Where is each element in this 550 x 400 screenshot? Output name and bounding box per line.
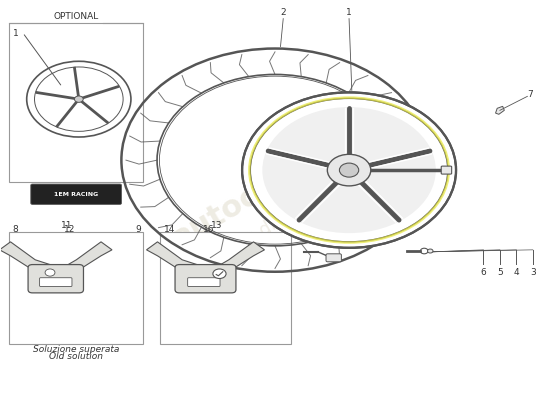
FancyBboxPatch shape xyxy=(9,23,144,182)
Text: 8: 8 xyxy=(13,225,18,234)
Text: 16: 16 xyxy=(203,225,214,234)
Text: 14: 14 xyxy=(164,225,175,234)
Text: 4: 4 xyxy=(514,268,519,277)
FancyBboxPatch shape xyxy=(175,264,236,293)
Text: 1: 1 xyxy=(13,28,19,38)
Circle shape xyxy=(242,92,456,248)
Text: 15: 15 xyxy=(283,225,294,234)
Text: 5: 5 xyxy=(497,268,503,277)
Text: 2: 2 xyxy=(280,8,286,17)
Text: 3: 3 xyxy=(530,268,536,277)
Text: 6: 6 xyxy=(481,268,486,277)
Circle shape xyxy=(339,163,359,177)
Text: Old solution: Old solution xyxy=(49,352,103,361)
Polygon shape xyxy=(146,242,207,270)
Text: Soluzione superata: Soluzione superata xyxy=(33,345,119,354)
FancyBboxPatch shape xyxy=(28,264,84,293)
Polygon shape xyxy=(63,242,112,270)
Circle shape xyxy=(27,61,131,137)
FancyBboxPatch shape xyxy=(441,166,452,174)
Circle shape xyxy=(327,154,371,186)
FancyBboxPatch shape xyxy=(9,232,144,344)
Circle shape xyxy=(213,269,226,278)
Polygon shape xyxy=(496,106,504,114)
Circle shape xyxy=(45,269,55,276)
Text: 12: 12 xyxy=(64,225,75,234)
FancyBboxPatch shape xyxy=(188,278,220,286)
Text: OPTIONAL: OPTIONAL xyxy=(53,12,99,21)
Circle shape xyxy=(262,107,436,233)
FancyBboxPatch shape xyxy=(326,254,342,262)
Text: 11: 11 xyxy=(61,221,73,230)
FancyBboxPatch shape xyxy=(160,232,292,344)
Text: 7: 7 xyxy=(527,90,533,99)
Polygon shape xyxy=(215,242,265,270)
Circle shape xyxy=(74,96,83,102)
Polygon shape xyxy=(0,242,60,270)
Text: 10: 10 xyxy=(337,238,348,248)
Circle shape xyxy=(427,249,433,253)
FancyBboxPatch shape xyxy=(31,184,122,204)
FancyBboxPatch shape xyxy=(40,278,72,286)
Text: 1EM RACING: 1EM RACING xyxy=(54,192,98,197)
Text: parts diagrams: parts diagrams xyxy=(211,182,339,266)
Text: 1: 1 xyxy=(346,8,352,17)
Text: autocat365: autocat365 xyxy=(167,131,350,253)
Text: 9: 9 xyxy=(135,225,141,234)
Text: 13: 13 xyxy=(211,221,222,230)
